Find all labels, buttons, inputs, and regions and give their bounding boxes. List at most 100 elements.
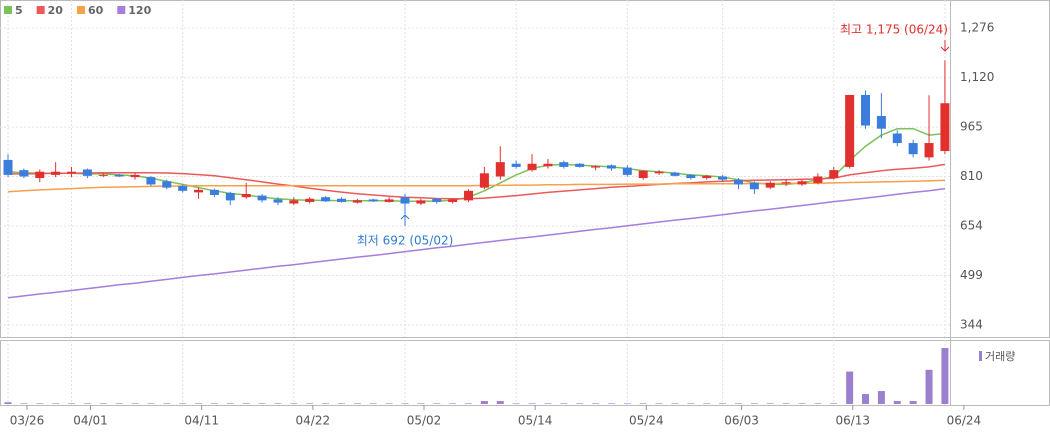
candle-body — [146, 177, 156, 185]
candle-body — [797, 181, 807, 185]
volume-bar — [179, 403, 187, 404]
candle-body — [19, 170, 29, 177]
candle-body — [765, 182, 775, 188]
candle-body — [384, 199, 394, 202]
y-tick-label: 1,276 — [960, 21, 994, 35]
volume-bar — [528, 403, 536, 404]
x-tick-label: 06/24 — [947, 414, 982, 428]
candle-body — [829, 170, 839, 179]
volume-bar — [925, 369, 933, 404]
candle-body — [257, 195, 267, 201]
candle-body — [733, 179, 743, 185]
volume-bar — [353, 403, 361, 404]
volume-bar — [115, 403, 123, 404]
x-tick-label: 04/11 — [184, 414, 219, 428]
volume-bar — [512, 403, 520, 404]
candle-body — [511, 163, 521, 167]
candle-body — [400, 197, 410, 204]
volume-bar — [814, 403, 822, 404]
x-tick-label: 06/13 — [835, 414, 870, 428]
volume-bar — [877, 391, 885, 404]
volume-bar — [893, 401, 901, 404]
candle-body — [654, 171, 664, 174]
volume-bar — [322, 403, 330, 404]
volume-legend-swatch — [979, 351, 982, 361]
y-tick-label: 810 — [960, 169, 983, 183]
candle-body — [35, 171, 45, 179]
candle-body — [289, 200, 299, 204]
volume-bar — [846, 371, 854, 404]
volume-bar — [20, 403, 28, 404]
grid — [0, 0, 950, 405]
candle-body — [114, 174, 124, 177]
candle-body — [781, 182, 791, 184]
volume-bar — [496, 401, 504, 404]
volume-bar — [592, 403, 600, 404]
volume-bar — [719, 403, 727, 404]
volume-bar — [99, 403, 107, 404]
volume-bar — [147, 403, 155, 404]
volume-bar — [385, 403, 393, 404]
volume-bar — [782, 403, 790, 404]
candle-body — [718, 176, 728, 180]
volume-bar — [131, 403, 139, 404]
candle-body — [591, 166, 601, 168]
volume-bar — [83, 403, 91, 404]
ma-line — [8, 163, 946, 200]
volume-bar — [607, 403, 615, 404]
candle-body — [861, 94, 871, 126]
candle-body — [273, 199, 283, 203]
y-tick-label: 1,120 — [960, 70, 994, 84]
high-arrow — [940, 40, 950, 52]
volume-bar — [337, 403, 345, 404]
candle-body — [432, 198, 442, 202]
volume-bar — [909, 401, 917, 404]
volume-bar — [734, 403, 742, 404]
volume-bar — [242, 403, 250, 404]
y-tick-label: 499 — [960, 268, 983, 282]
volume-bar — [68, 403, 76, 404]
volume-bar — [195, 403, 203, 404]
ma-line — [7, 187, 946, 299]
low-annotation: 최저 692 (05/02) — [357, 234, 454, 248]
volume-bar — [226, 403, 234, 404]
candle-body — [448, 199, 458, 202]
y-tick-label: 654 — [960, 219, 983, 233]
volume-bar — [480, 401, 488, 404]
candle-body — [225, 193, 235, 201]
candle-body — [845, 94, 855, 167]
candle-body — [178, 186, 188, 191]
legend: 5 20 60 120 — [4, 4, 152, 17]
y-tick-label: 344 — [960, 317, 983, 331]
x-tick-label: 03/26 — [10, 414, 45, 428]
candle-body — [98, 174, 108, 176]
legend-swatch — [4, 6, 12, 14]
candle-body — [479, 173, 489, 188]
candle-body — [352, 200, 362, 203]
candle-body — [51, 171, 61, 175]
volume-bar — [671, 403, 679, 404]
candle-body — [416, 200, 426, 204]
volume-bar — [4, 402, 12, 404]
volume-bar — [623, 403, 631, 404]
candle-body — [305, 198, 315, 202]
x-tick-label: 05/14 — [518, 414, 553, 428]
candle-body — [638, 170, 648, 179]
candle-body — [575, 163, 585, 167]
candle-body — [209, 189, 219, 195]
x-tick-label: 04/01 — [73, 414, 108, 428]
volume-bar — [941, 348, 949, 404]
volume-bar — [52, 403, 60, 404]
legend-label: 5 — [15, 4, 23, 17]
candle-body — [813, 176, 823, 183]
volume-bar — [433, 403, 441, 404]
candle-body — [622, 167, 632, 175]
legend-swatch — [36, 6, 45, 14]
volume-bar — [163, 403, 171, 404]
volume-bar — [798, 403, 806, 404]
candle-body — [336, 198, 346, 202]
low-arrow — [400, 214, 410, 226]
volume-bar — [258, 403, 266, 404]
x-tick-label: 05/02 — [407, 414, 442, 428]
volume-bar — [639, 403, 647, 404]
